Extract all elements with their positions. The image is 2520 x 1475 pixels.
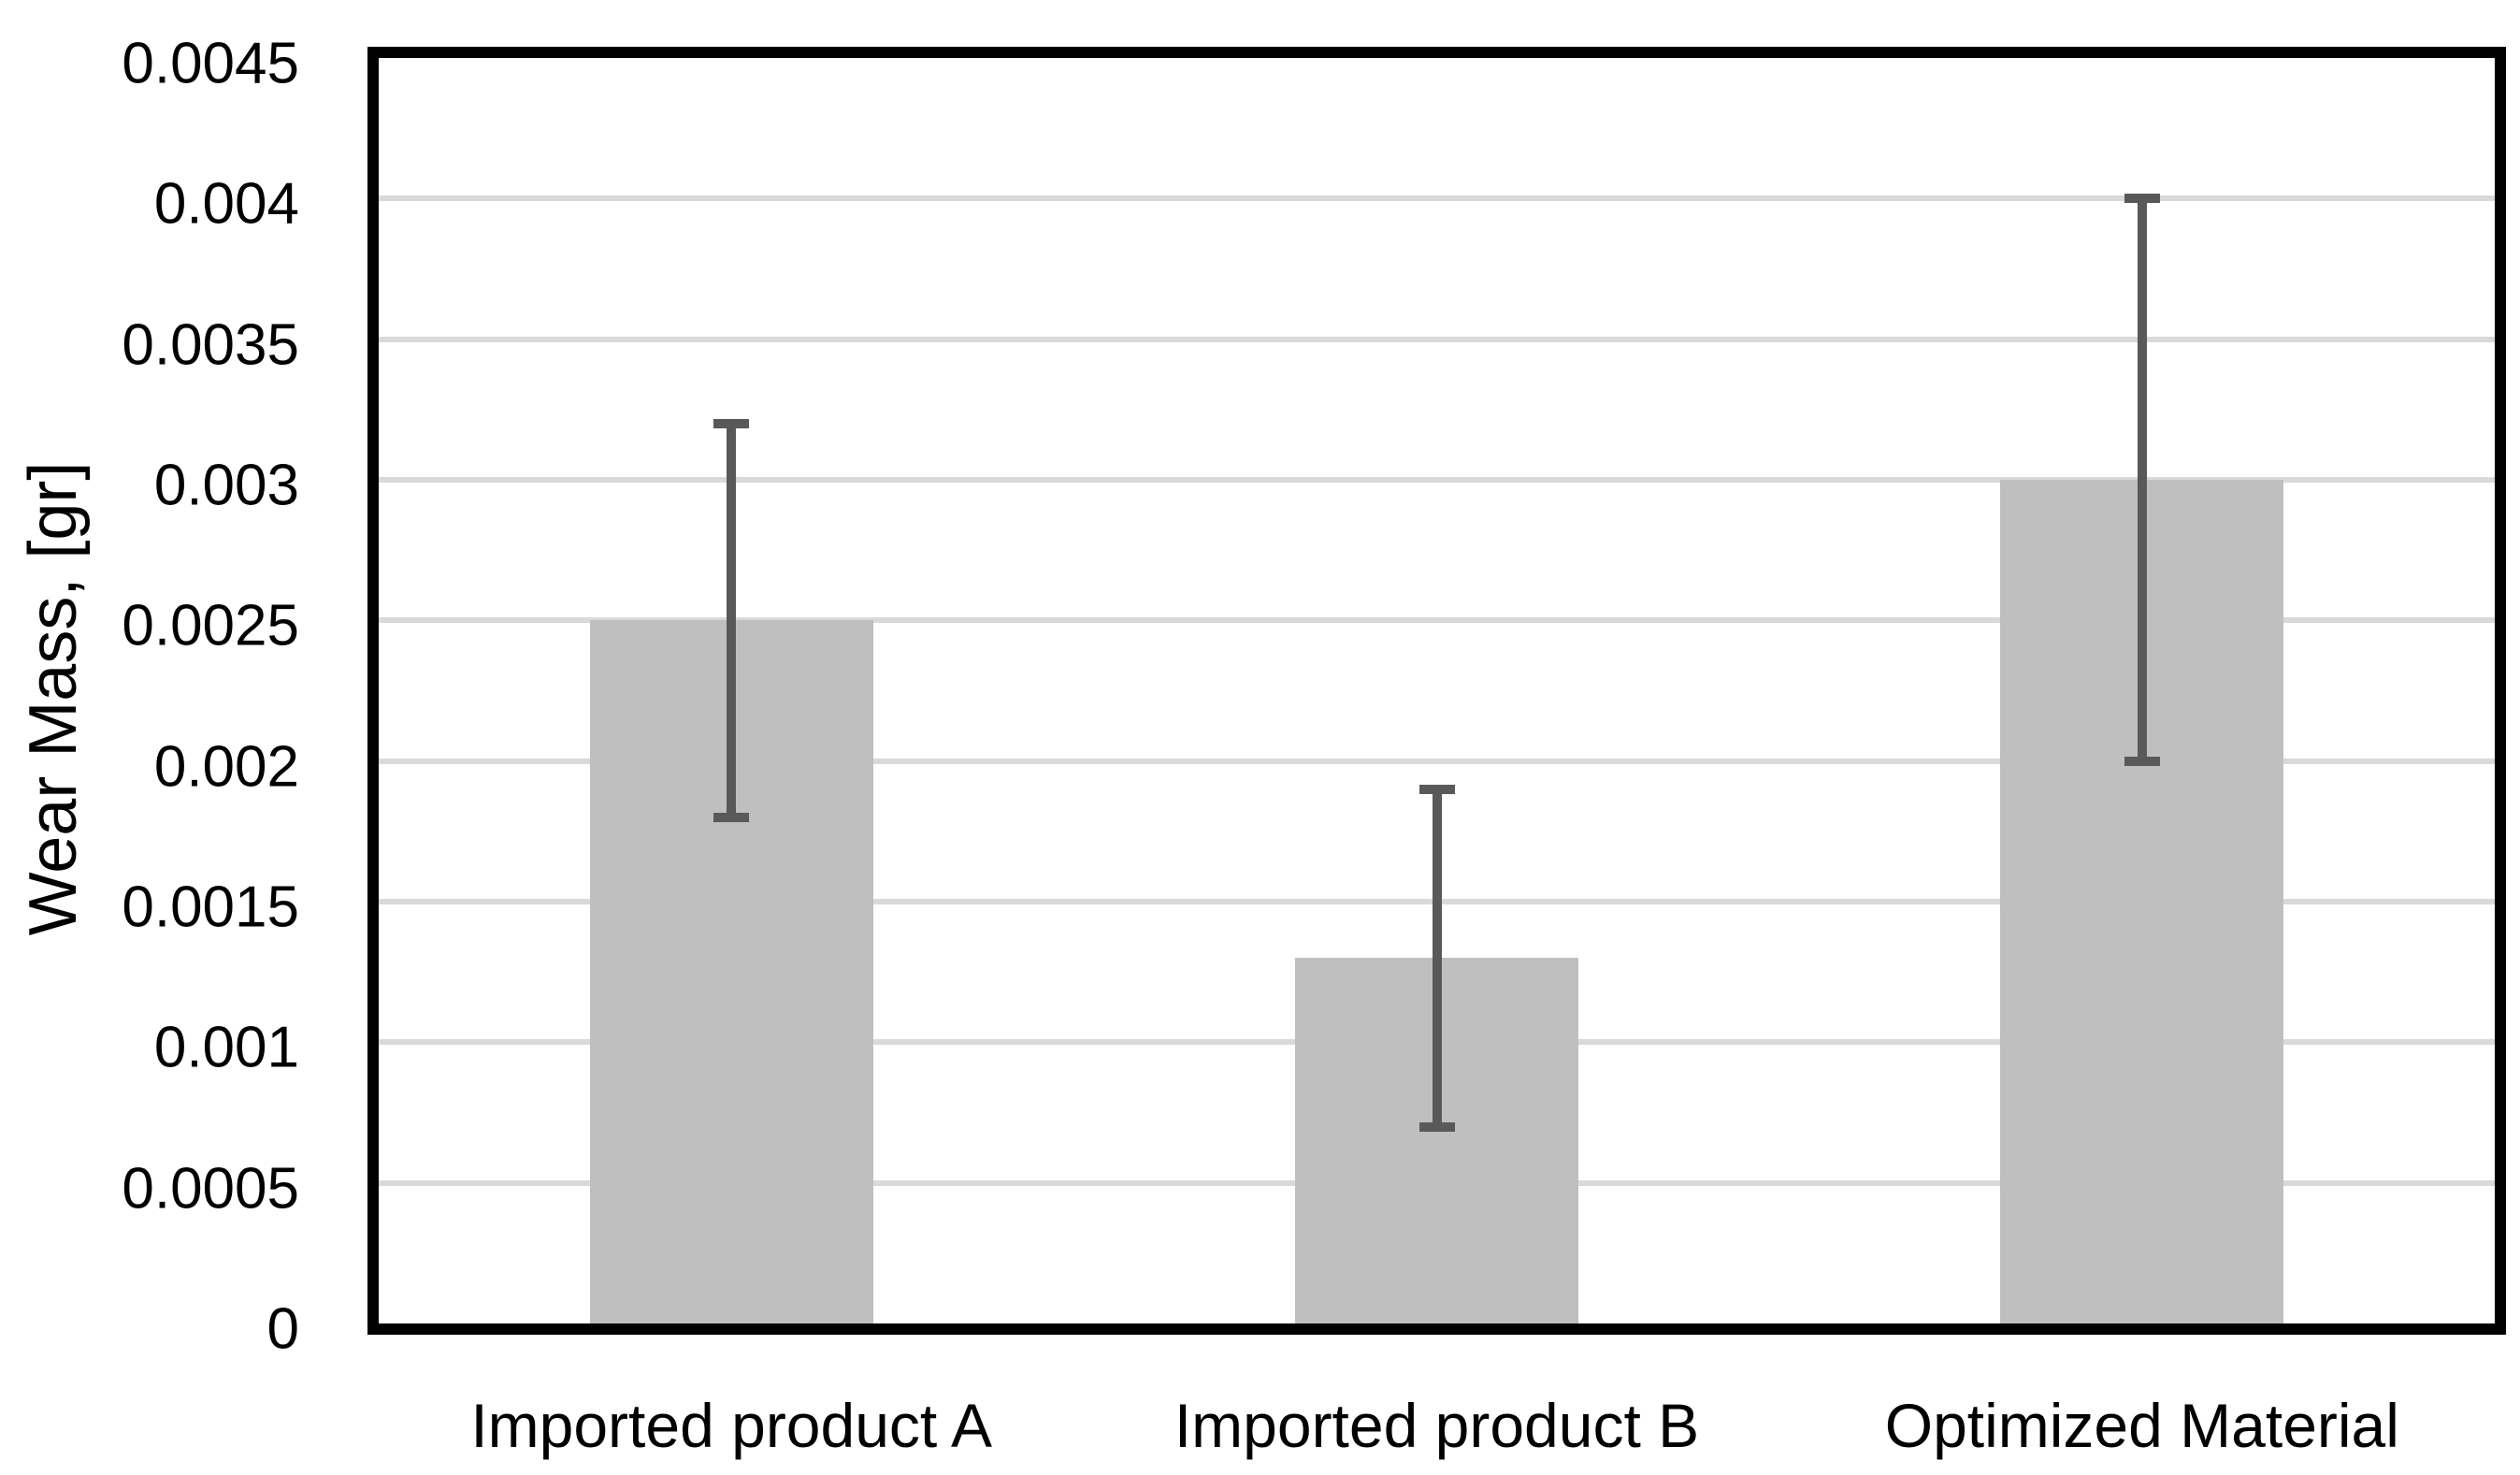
gridline bbox=[379, 758, 2495, 764]
error-bar-line bbox=[1432, 788, 1442, 1127]
y-tick-label: 0.0045 bbox=[122, 31, 299, 96]
y-tick-label: 0.004 bbox=[153, 171, 299, 237]
x-axis-labels: Imported product A Imported product B Opti… bbox=[379, 1391, 2495, 1462]
y-tick-label: 0.001 bbox=[153, 1015, 299, 1080]
y-tick-label: 0.0035 bbox=[122, 312, 299, 378]
gridline bbox=[379, 477, 2495, 483]
gridline bbox=[379, 195, 2495, 202]
error-bar-cap-top bbox=[2124, 194, 2160, 204]
x-category-label: Optimized Material bbox=[1884, 1391, 2399, 1460]
y-tick-label: 0.0005 bbox=[122, 1156, 299, 1222]
x-category-label: Imported product B bbox=[1174, 1391, 1700, 1460]
gridline bbox=[379, 336, 2495, 342]
error-bar-cap-bottom bbox=[713, 812, 750, 822]
y-tick-label: 0.0015 bbox=[122, 875, 299, 940]
y-axis-tick-labels: 0 0.0005 0.001 0.0015 0.002 0.0025 0.003 0.0035… bbox=[0, 32, 299, 1362]
y-tick-label: 0.003 bbox=[153, 453, 299, 518]
error-bar-cap-top bbox=[713, 418, 750, 428]
error-bar-line bbox=[2137, 198, 2147, 761]
error-bar-cap-bottom bbox=[1418, 1121, 1455, 1132]
plot-inner-area bbox=[379, 58, 2495, 1323]
y-tick-label: 0 bbox=[266, 1296, 299, 1362]
gridline bbox=[379, 617, 2495, 624]
plot-area bbox=[367, 47, 2506, 1335]
x-category-label: Imported product A bbox=[470, 1391, 992, 1460]
error-bar-cap-top bbox=[1418, 784, 1455, 794]
y-tick-label: 0.0025 bbox=[122, 593, 299, 658]
error-bar-line bbox=[727, 423, 737, 817]
y-tick-label: 0.002 bbox=[153, 734, 299, 800]
error-bar-cap-bottom bbox=[2124, 756, 2160, 766]
